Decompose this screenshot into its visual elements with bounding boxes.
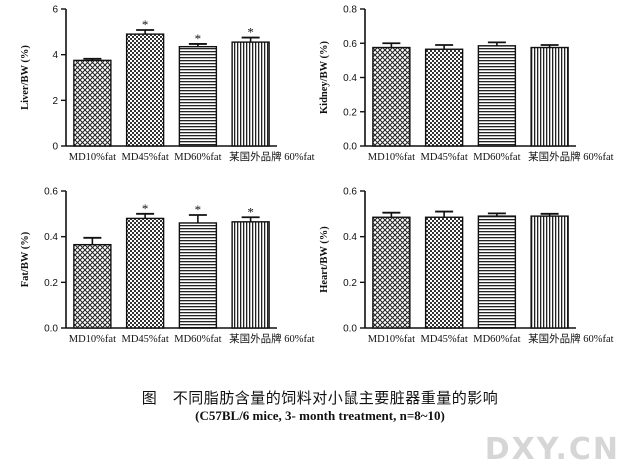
x-category-label: 某国外品牌 60%fat <box>528 332 614 345</box>
x-category-label: MD10%fat <box>69 152 116 163</box>
x-category-label: 某国外品牌 60%fat <box>229 332 315 345</box>
y-axis-title: Liver/BW (%) <box>20 45 31 110</box>
y-tick-label: 0.0 <box>343 142 357 153</box>
significance-marker: * <box>195 31 202 46</box>
y-tick-label: 6 <box>52 5 58 16</box>
bar <box>73 59 112 147</box>
x-category-label: MD45%fat <box>122 152 169 163</box>
x-category-label: MD45%fat <box>421 334 468 345</box>
bar <box>73 243 112 329</box>
y-tick-label: 4 <box>52 50 58 61</box>
bar <box>530 46 569 147</box>
x-category-label: 某国外品牌 60%fat <box>528 150 614 163</box>
significance-marker: * <box>247 25 254 40</box>
y-tick-label: 0.2 <box>44 278 58 289</box>
significance-marker: * <box>142 201 149 216</box>
chart-panel-1: 0 2 4 6 Liver/BW (%) MD10%fat * MD45%fat * MD60%f… <box>20 5 315 164</box>
significance-marker: * <box>195 202 202 217</box>
bar <box>477 215 517 329</box>
bar <box>372 46 411 147</box>
bar <box>231 221 270 329</box>
x-category-label: MD60%fat <box>473 152 520 163</box>
y-tick-label: 0.8 <box>343 5 357 16</box>
bar <box>178 45 218 147</box>
figure-caption-title: 图 不同脂肪含量的饲料对小鼠主要脏器重量的影响 <box>141 391 499 407</box>
y-tick-label: 0.4 <box>44 232 58 243</box>
y-tick-label: 0.0 <box>44 324 58 335</box>
x-category-label: MD45%fat <box>122 334 169 345</box>
y-tick-label: 0 <box>52 142 58 153</box>
watermark: DXY.CN <box>484 432 620 467</box>
chart-panel-3: 0.0 0.2 0.4 0.6 Fat/BW (%) MD10%fat * MD45%fat *… <box>20 187 315 346</box>
x-category-label: MD60%fat <box>174 152 221 163</box>
y-tick-label: 0.2 <box>343 107 357 118</box>
y-axis-title: Heart/BW (%) <box>319 226 330 293</box>
bar <box>125 217 165 329</box>
x-category-label: MD10%fat <box>368 334 415 345</box>
x-category-label: MD60%fat <box>174 334 221 345</box>
x-category-label: MD45%fat <box>421 152 468 163</box>
y-tick-label: 2 <box>52 96 58 107</box>
y-tick-label: 0.2 <box>343 278 357 289</box>
y-tick-label: 0.4 <box>343 232 357 243</box>
y-tick-label: 0.6 <box>343 187 357 198</box>
significance-marker: * <box>247 204 254 219</box>
chart-panel-2: 0.0 0.2 0.4 0.6 0.8 Kidney/BW (%) MD10%fat MD45… <box>319 5 614 164</box>
charts-layer: 0 2 4 6 Liver/BW (%) MD10%fat * MD45%fat * MD60%f… <box>20 5 614 346</box>
bar <box>477 45 517 147</box>
y-tick-label: 0.6 <box>44 187 58 198</box>
bar <box>372 216 411 329</box>
chart-panel-4: 0.0 0.2 0.4 0.6 Heart/BW (%) MD10%fat MD45%fat… <box>319 187 614 346</box>
x-category-label: MD10%fat <box>368 152 415 163</box>
bar <box>178 222 218 329</box>
y-axis-title: Kidney/BW (%) <box>319 40 330 114</box>
bar <box>424 216 464 329</box>
bar <box>424 48 464 147</box>
x-category-label: 某国外品牌 60%fat <box>229 150 315 163</box>
y-tick-label: 0.4 <box>343 73 357 84</box>
y-axis-title: Fat/BW (%) <box>20 231 31 287</box>
bar <box>530 215 569 329</box>
bar <box>231 41 270 147</box>
x-category-label: MD10%fat <box>69 334 116 345</box>
significance-marker: * <box>142 17 149 32</box>
y-tick-label: 0.0 <box>343 324 357 335</box>
figure-caption-subtitle: (C57BL/6 mice, 3- month treatment, n=8~1… <box>195 408 445 423</box>
y-tick-label: 0.6 <box>343 39 357 50</box>
x-category-label: MD60%fat <box>473 334 520 345</box>
bar <box>125 33 165 147</box>
